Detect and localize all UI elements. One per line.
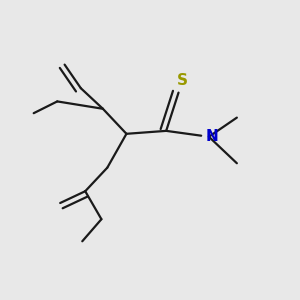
Text: S: S (177, 73, 188, 88)
Text: N: N (206, 129, 219, 144)
